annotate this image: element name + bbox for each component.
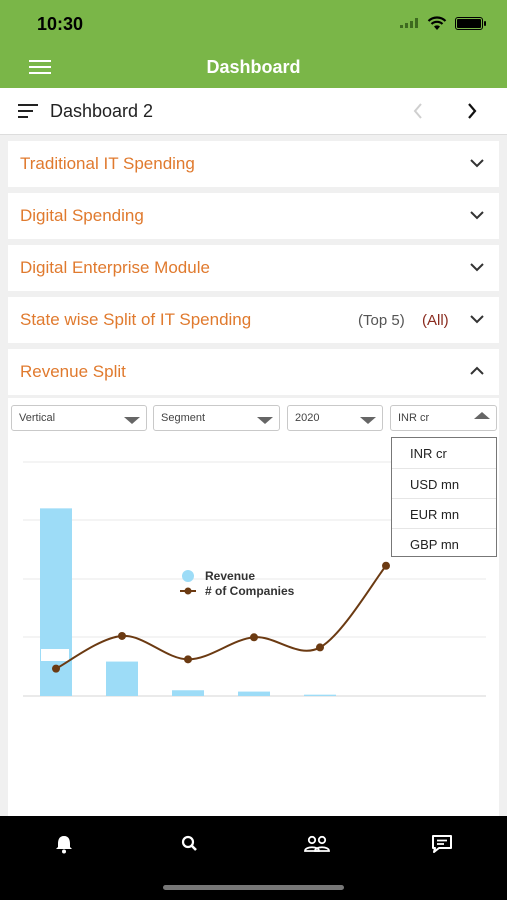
people-icon[interactable] [302, 832, 332, 856]
currency-value: INR cr [398, 412, 430, 424]
legend-companies-label: # of Companies [205, 584, 295, 598]
status-time: 10:30 [37, 14, 84, 34]
revenue-bar [238, 691, 270, 696]
home-indicator [163, 885, 344, 890]
bar-highlight [41, 649, 69, 661]
section-label: Revenue Split [20, 362, 126, 381]
currency-dropdown: INR cr USD mn EUR mn GBP mn [391, 437, 497, 557]
section-label: Digital Spending [20, 206, 144, 225]
orientation-value: Vertical [19, 412, 56, 424]
section-state-wise-split[interactable]: State wise Split of IT Spending (Top 5) … [8, 297, 499, 343]
app-bar: Dashboard [0, 48, 507, 88]
chevron-up-icon [470, 366, 484, 375]
dimension-select[interactable]: Segment [153, 405, 280, 431]
companies-point [316, 643, 324, 652]
legend-revenue-swatch [182, 570, 194, 582]
dimension-value: Segment [161, 412, 206, 424]
sort-lines-icon[interactable] [18, 103, 38, 119]
currency-option[interactable]: USD mn [392, 468, 496, 499]
section-label: State wise Split of IT Spending [20, 310, 252, 329]
option-label: GBP mn [410, 537, 459, 552]
previous-dashboard-icon[interactable] [412, 101, 424, 121]
revenue-bar [172, 690, 204, 696]
filter-top-badge[interactable]: (Top 5) [358, 312, 405, 329]
dropdown-arrow-up-icon [474, 412, 490, 419]
revenue-bar [106, 661, 138, 696]
dashboard-title: Dashboard 2 [50, 101, 154, 121]
bell-icon[interactable] [49, 832, 79, 856]
option-label: USD mn [410, 477, 460, 492]
revenue-bar [304, 694, 336, 696]
section-label: Digital Enterprise Module [20, 258, 210, 277]
section-traditional-it-spending[interactable]: Traditional IT Spending [8, 141, 499, 187]
companies-point [250, 633, 258, 642]
section-revenue-split[interactable]: Revenue Split [8, 349, 499, 395]
currency-option[interactable]: GBP mn [392, 528, 496, 559]
battery-icon [455, 17, 486, 30]
section-label: Traditional IT Spending [20, 154, 195, 173]
year-value: 2020 [295, 412, 320, 424]
legend-companies-swatch-dot [184, 587, 192, 595]
cellular-signal-icon [400, 18, 418, 28]
next-dashboard-icon[interactable] [466, 101, 478, 121]
status-bar: 10:30 [0, 0, 507, 48]
wifi-icon [427, 16, 447, 30]
hamburger-menu-icon[interactable] [29, 59, 51, 75]
dropdown-arrow-icon [124, 417, 140, 424]
orientation-select[interactable]: Vertical [11, 405, 147, 431]
option-label: EUR mn [410, 507, 460, 522]
section-digital-enterprise-module[interactable]: Digital Enterprise Module [8, 245, 499, 291]
dropdown-arrow-icon [360, 417, 376, 424]
chat-icon[interactable] [427, 832, 457, 856]
dropdown-arrow-icon [257, 417, 273, 424]
chevron-down-icon [470, 315, 484, 324]
app-title: Dashboard [206, 57, 301, 77]
chevron-down-icon [470, 159, 484, 168]
option-label: INR cr [410, 446, 447, 461]
chevron-down-icon [470, 211, 484, 220]
filter-all-badge[interactable]: (All) [422, 312, 449, 329]
dashboard-selector-bar: Dashboard 2 [0, 88, 507, 135]
legend-revenue-label: Revenue [205, 569, 255, 583]
companies-point [184, 655, 192, 664]
companies-point [118, 631, 126, 640]
currency-option[interactable]: INR cr [392, 438, 496, 468]
companies-point [382, 561, 390, 570]
currency-select[interactable]: INR cr [390, 405, 497, 431]
currency-option[interactable]: EUR mn [392, 498, 496, 529]
companies-point [52, 664, 60, 673]
year-select[interactable]: 2020 [287, 405, 383, 431]
search-icon[interactable] [175, 832, 205, 856]
chevron-down-icon [470, 263, 484, 272]
section-digital-spending[interactable]: Digital Spending [8, 193, 499, 239]
